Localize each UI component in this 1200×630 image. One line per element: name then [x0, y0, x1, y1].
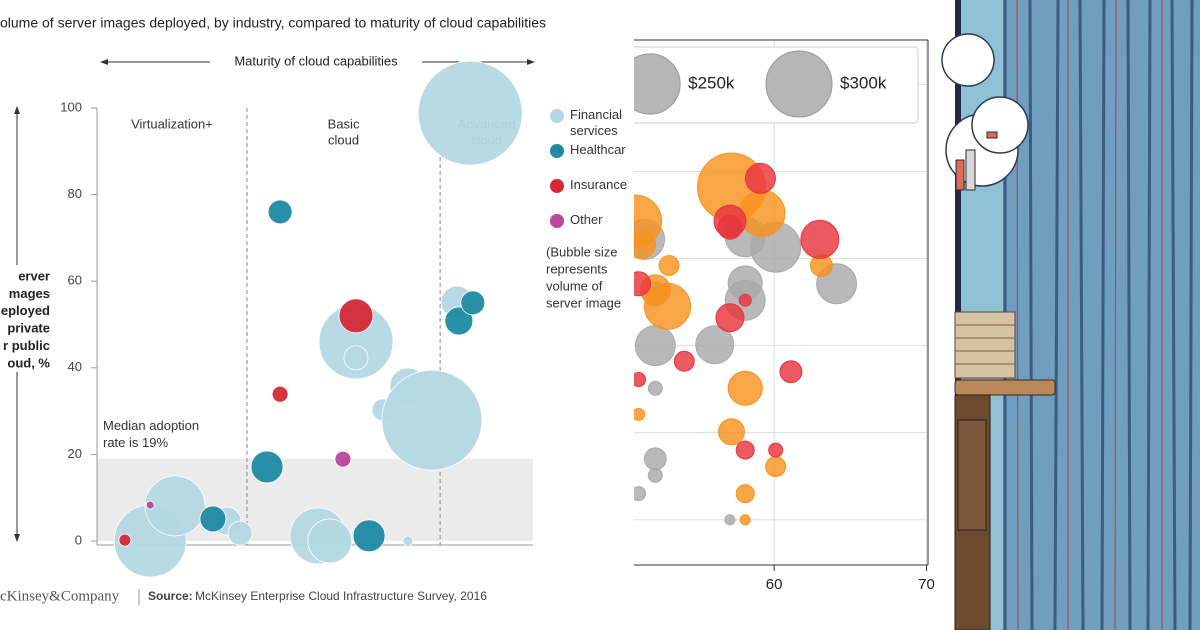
note: server image: [546, 295, 621, 310]
legend-bubble: [765, 50, 833, 118]
bubble: [334, 450, 352, 468]
bubble: [738, 189, 786, 237]
legend-swatch: [550, 179, 564, 193]
source: McKinsey Enterprise Cloud Infrastructure…: [195, 589, 487, 603]
y-axis-label: erver: [18, 268, 50, 283]
y-tick-label: 40: [68, 359, 82, 374]
curtain-threads: [1016, 0, 1163, 630]
legend-swatch: [550, 214, 564, 228]
bubble: [718, 418, 745, 446]
bubble: [673, 350, 695, 372]
bubble: [634, 372, 647, 388]
x-tick-label: 60: [766, 576, 783, 593]
legend-swatch: [550, 109, 564, 123]
legend-label: $300k: [840, 73, 887, 92]
bubble: [250, 450, 284, 484]
shelf: [954, 379, 1056, 396]
drawer: [957, 419, 987, 531]
middle-chart: 60 70 $250k $300k: [634, 39, 935, 593]
bubble: [717, 214, 743, 240]
legend-label: $250k: [688, 73, 735, 92]
bubble: [634, 407, 646, 421]
bubble: [768, 442, 784, 458]
y-axis-label: private: [7, 321, 50, 336]
chart-title: olume of server images deployed, by indu…: [0, 15, 546, 31]
bubble: [735, 484, 755, 504]
bubble: [647, 467, 663, 483]
bubble: [352, 519, 386, 553]
x-tick-label: 70: [918, 576, 935, 593]
illustration: [941, 0, 1200, 630]
bubble: [634, 486, 647, 502]
legend-swatch: [550, 144, 564, 158]
bubble: [402, 535, 414, 547]
annotation: rate is 19%: [103, 435, 168, 450]
bubble: [724, 514, 736, 526]
bubble: [267, 199, 293, 225]
bubble: [199, 505, 227, 533]
bubble: [695, 325, 735, 365]
source-label: Source:: [148, 589, 193, 603]
bubble: [643, 447, 667, 471]
y-tick-label: 100: [60, 99, 82, 114]
bubble: [727, 370, 763, 406]
bubble: [338, 298, 374, 334]
bubble: [227, 520, 253, 546]
bubble: [744, 162, 776, 194]
section-label: cloud: [328, 132, 359, 147]
bubble: [145, 500, 155, 510]
bubble: [634, 271, 652, 297]
annotation: Median adoption: [103, 418, 199, 433]
y-tick-label: 60: [68, 273, 82, 288]
section-label: Basic: [328, 116, 360, 131]
y-tick-label: 0: [75, 532, 82, 547]
section-label: Virtualization+: [131, 116, 213, 131]
y-axis-label: r public: [3, 338, 50, 353]
left-chart: olume of server images deployed, by indu…: [0, 15, 621, 605]
bubble: [271, 385, 289, 403]
bubble: [634, 325, 676, 367]
bubble: [381, 369, 483, 471]
bubble: [460, 290, 486, 316]
legend-bubble: [634, 53, 681, 115]
source-logo: cKinsey&Company: [0, 588, 120, 604]
bubble: [735, 440, 755, 460]
y-axis-label: eployed: [1, 303, 50, 318]
bubble: [634, 230, 657, 260]
x-axis-label: Maturity of cloud capabilities: [234, 53, 398, 68]
paper-stack: [954, 311, 1016, 379]
bubble: [444, 306, 474, 336]
bubble: [144, 475, 206, 537]
y-tick-label: 80: [68, 186, 82, 201]
bubble: [118, 533, 132, 547]
chart-icon: [955, 131, 998, 191]
y-tick-label: 20: [68, 446, 82, 461]
bubble: [307, 518, 353, 564]
bubble: [715, 303, 745, 333]
y-axis-label: oud, %: [7, 355, 50, 370]
bubble: [647, 380, 663, 396]
bubble: [739, 514, 751, 526]
bubble: [800, 219, 840, 259]
bubble: [765, 456, 787, 478]
bubble: [343, 345, 369, 371]
y-axis-label: mages: [9, 286, 50, 301]
note: represents: [546, 261, 608, 276]
note: (Bubble size: [546, 244, 618, 259]
bubble: [779, 360, 803, 384]
bubble: [738, 293, 752, 307]
note: volume of: [546, 278, 603, 293]
bubble: [658, 255, 680, 276]
bubble: [417, 60, 523, 166]
paper-lines: [955, 324, 1015, 365]
